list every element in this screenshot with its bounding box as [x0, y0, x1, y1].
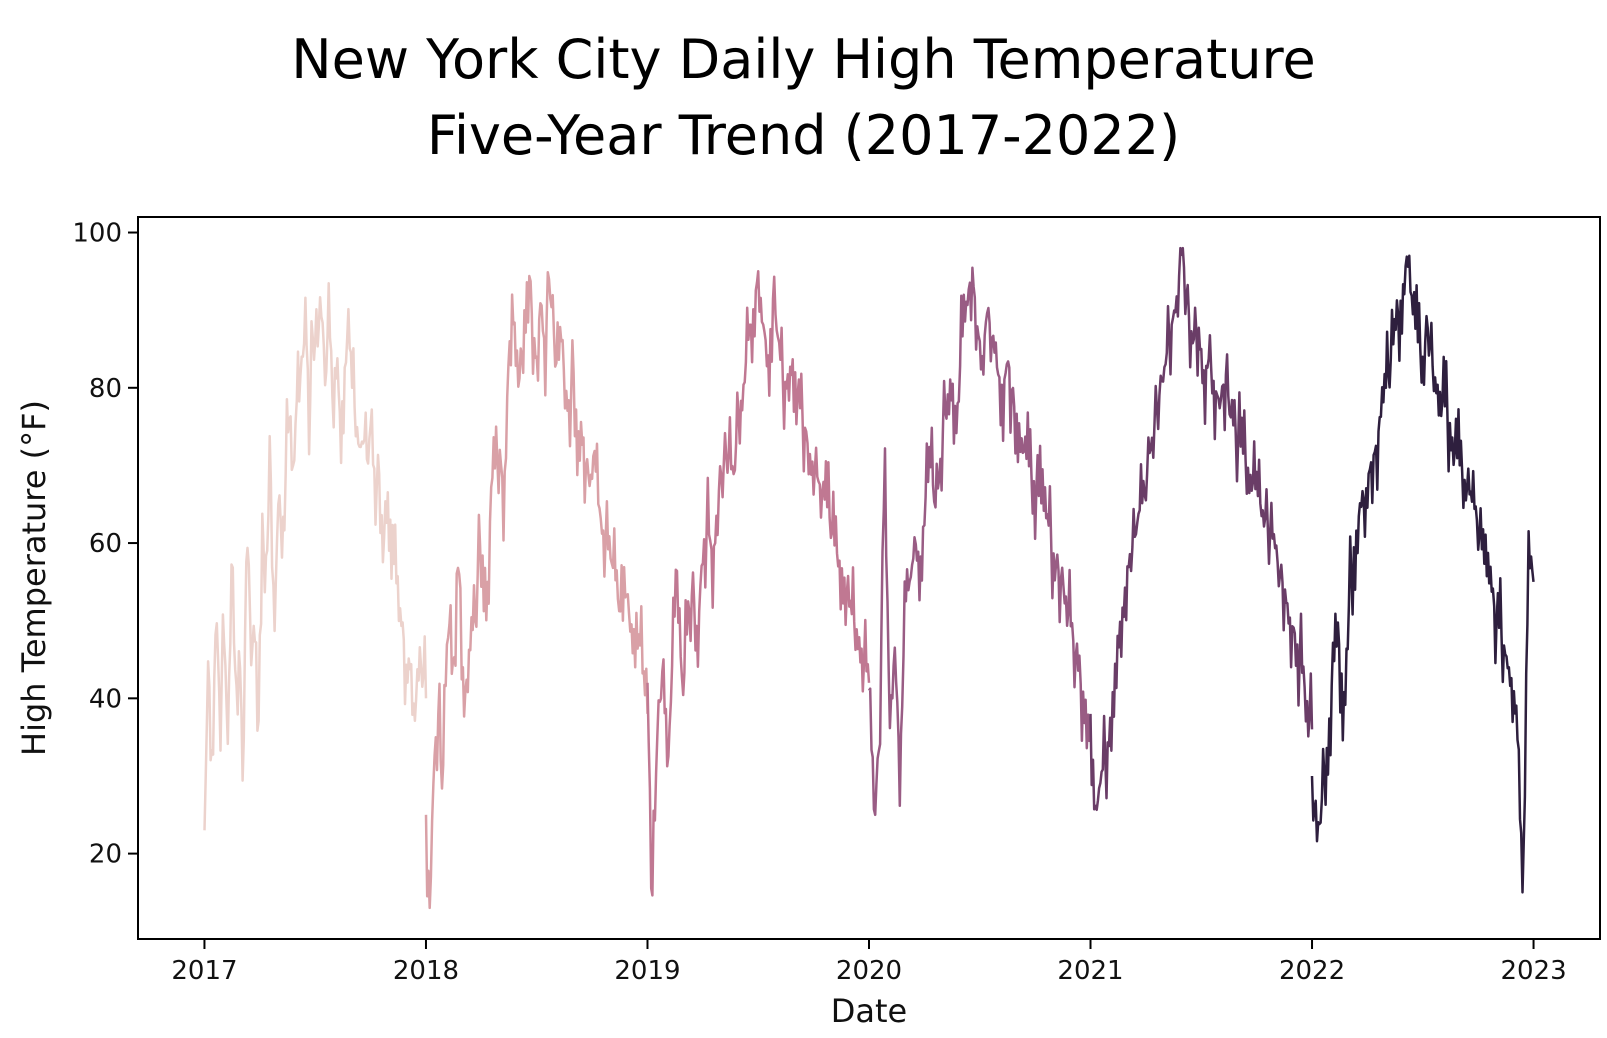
series-line-2022 — [1310, 254, 1535, 894]
y-tick-label: 100 — [72, 219, 122, 249]
series-line-2020 — [867, 266, 1092, 817]
plot-frame — [137, 216, 1601, 940]
y-tick-label: 40 — [89, 684, 122, 714]
y-tick-label: 20 — [89, 840, 122, 870]
series-line-2019 — [646, 270, 871, 897]
y-tick-label: 60 — [89, 529, 122, 559]
x-tick-label: 2023 — [1500, 956, 1566, 986]
series-line-2017 — [203, 282, 428, 831]
chart-title: New York City Daily High Temperature — [291, 28, 1316, 91]
x-tick-label: 2017 — [171, 956, 237, 986]
x-axis: 2017 2018 2019 2020 2021 2022 2023 — [171, 939, 1567, 986]
x-axis-label: Date — [831, 992, 907, 1030]
y-axis-label: High Temperature (°F) — [15, 400, 53, 756]
series-layer — [203, 246, 1535, 910]
x-tick-label: 2022 — [1279, 956, 1345, 986]
chart-subtitle: Five-Year Trend (2017-2022) — [426, 104, 1181, 167]
x-tick-label: 2020 — [836, 956, 902, 986]
y-tick-label: 80 — [89, 374, 122, 404]
x-tick-label: 2019 — [614, 956, 680, 986]
series-line-2018 — [424, 270, 649, 910]
x-tick-label: 2021 — [1057, 956, 1123, 986]
y-axis: 20 40 60 80 100 — [72, 219, 138, 870]
series-line-2021 — [1089, 246, 1314, 812]
x-tick-label: 2018 — [393, 956, 459, 986]
